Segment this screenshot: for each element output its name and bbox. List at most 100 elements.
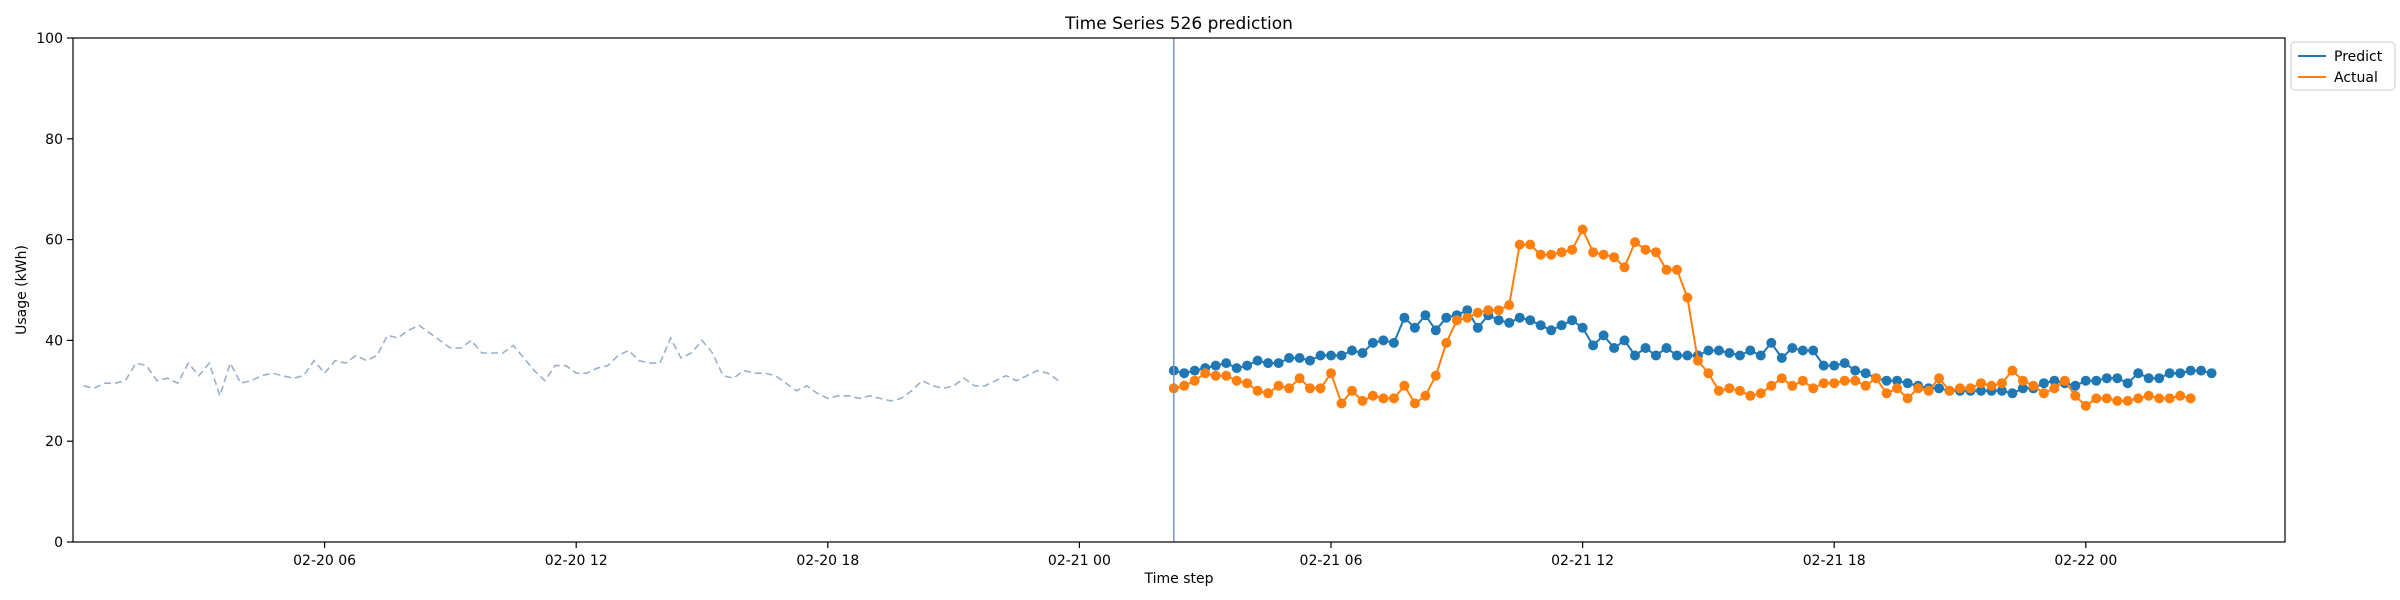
actual-point bbox=[2164, 393, 2175, 404]
actual-point bbox=[2059, 375, 2070, 386]
predict-point bbox=[2133, 368, 2144, 379]
predict-point bbox=[2164, 368, 2175, 379]
actual-point bbox=[2017, 375, 2028, 386]
predict-point bbox=[1619, 335, 1630, 346]
series-layer bbox=[1168, 224, 2217, 411]
actual-point bbox=[1315, 383, 1326, 394]
predict-point bbox=[1766, 337, 1777, 348]
predict-point bbox=[1462, 305, 1473, 316]
x-tick-label: 02-21 18 bbox=[1803, 553, 1866, 569]
x-tick-label: 02-20 06 bbox=[293, 553, 356, 569]
actual-point bbox=[1567, 244, 1578, 255]
actual-point bbox=[1829, 378, 1840, 389]
actual-point bbox=[2038, 388, 2049, 399]
predict-point bbox=[2196, 365, 2207, 376]
actual-point bbox=[2133, 393, 2144, 404]
x-axis: 02-20 06 02-20 12 02-20 18 02-21 00 02-21 06… bbox=[293, 542, 2117, 569]
predict-point bbox=[1976, 385, 1986, 396]
actual-point bbox=[1284, 383, 1295, 394]
x-tick-label: 02-22 00 bbox=[2054, 553, 2117, 569]
actual-point bbox=[1682, 292, 1693, 303]
predict-point bbox=[1797, 345, 1808, 356]
actual-point bbox=[1619, 262, 1630, 273]
actual-point bbox=[2007, 365, 2018, 376]
actual-point bbox=[1996, 378, 2007, 389]
actual-point bbox=[1955, 383, 1965, 394]
predict-point bbox=[1284, 353, 1295, 363]
predict-point bbox=[1713, 345, 1724, 356]
chart-title: Time Series 526 prediction bbox=[1064, 14, 1293, 34]
x-axis-label: Time step bbox=[1144, 571, 1214, 587]
predict-point bbox=[1808, 345, 1819, 356]
actual-point bbox=[1326, 368, 1336, 379]
actual-point bbox=[2091, 393, 2102, 404]
y-tick-label: 20 bbox=[45, 434, 63, 450]
predict-point bbox=[1294, 353, 1305, 363]
actual-point bbox=[1703, 368, 1714, 379]
actual-point bbox=[1420, 390, 1431, 401]
actual-point bbox=[1462, 312, 1473, 323]
actual-point bbox=[1483, 305, 1494, 316]
actual-point bbox=[1305, 383, 1315, 394]
predict-point bbox=[1221, 358, 1232, 369]
plot-frame bbox=[72, 37, 2286, 543]
actual-point bbox=[1640, 244, 1651, 255]
actual-point bbox=[1252, 385, 1263, 396]
actual-point bbox=[2143, 390, 2154, 401]
predict-line bbox=[1173, 308, 2212, 395]
actual-point bbox=[1504, 300, 1515, 311]
actual-point bbox=[1965, 383, 1976, 394]
predict-point bbox=[2091, 375, 2102, 386]
actual-point bbox=[1818, 378, 1829, 389]
predict-point bbox=[1326, 350, 1336, 361]
actual-point bbox=[1263, 388, 1274, 399]
predict-point bbox=[1242, 360, 1253, 371]
predict-point bbox=[2143, 373, 2154, 384]
actual-point bbox=[1609, 252, 1620, 263]
history-line bbox=[83, 324, 1059, 402]
actual-point bbox=[1409, 398, 1420, 409]
actual-point bbox=[1986, 380, 1997, 391]
predict-point bbox=[1525, 315, 1536, 326]
actual-point bbox=[1514, 239, 1525, 250]
actual-point bbox=[1535, 249, 1546, 260]
predict-point bbox=[1724, 348, 1735, 358]
actual-point bbox=[1472, 307, 1483, 318]
actual-point bbox=[1787, 380, 1798, 391]
predict-point bbox=[1588, 340, 1599, 351]
x-tick-label: 02-20 12 bbox=[545, 553, 608, 569]
predict-point bbox=[1598, 330, 1609, 341]
x-tick-label: 02-20 18 bbox=[796, 553, 859, 569]
predict-point bbox=[1755, 350, 1766, 361]
predict-point bbox=[1336, 350, 1347, 361]
actual-point bbox=[1661, 264, 1672, 275]
actual-point bbox=[1651, 247, 1661, 258]
actual-point bbox=[1525, 239, 1536, 250]
actual-point bbox=[1336, 398, 1347, 409]
predict-point bbox=[1850, 365, 1861, 376]
predict-point bbox=[1567, 315, 1578, 326]
actual-point bbox=[2101, 393, 2112, 404]
predict-point bbox=[2007, 388, 2018, 399]
predict-point bbox=[1441, 312, 1452, 323]
actual-point bbox=[1388, 393, 1399, 404]
predict-point bbox=[2122, 378, 2133, 389]
predict-point bbox=[1210, 360, 1221, 371]
predict-point bbox=[1252, 355, 1263, 366]
actual-point bbox=[2112, 395, 2123, 406]
actual-point bbox=[2080, 400, 2091, 411]
predict-point bbox=[1493, 315, 1504, 326]
predict-point bbox=[1409, 322, 1420, 333]
actual-point bbox=[1378, 393, 1389, 404]
actual-point bbox=[2070, 390, 2081, 401]
predict-point bbox=[1231, 363, 1242, 374]
predict-point bbox=[1703, 345, 1714, 356]
actual-point bbox=[1294, 373, 1305, 384]
series-actual bbox=[1168, 224, 2196, 411]
actual-point bbox=[1588, 247, 1599, 258]
predict-point bbox=[1535, 320, 1546, 331]
history-layer bbox=[83, 324, 1059, 402]
predict-point bbox=[1315, 350, 1326, 361]
predict-point bbox=[1305, 355, 1315, 366]
predict-point bbox=[1829, 360, 1840, 371]
